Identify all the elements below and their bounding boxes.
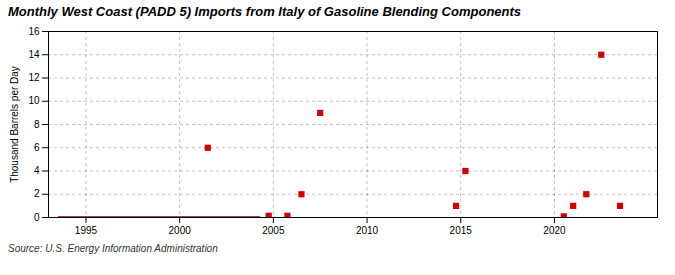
- svg-text:8: 8: [34, 119, 40, 130]
- html-text:Monthly West Coast (PADD 5) Im: Monthly West Coast (PADD 5) Imports from…: [8, 4, 522, 19]
- svg-text:14: 14: [28, 49, 40, 60]
- svg-text:10: 10: [28, 95, 40, 106]
- svg-text:2020: 2020: [543, 225, 566, 236]
- svg-text:2005: 2005: [262, 225, 285, 236]
- svg-text:4: 4: [34, 165, 40, 176]
- svg-text:2010: 2010: [356, 225, 379, 236]
- svg-text:2015: 2015: [450, 225, 473, 236]
- svg-text:6: 6: [34, 142, 40, 153]
- svg-text:12: 12: [28, 72, 40, 83]
- svg-text:Thousand Barrels per Day: Thousand Barrels per Day: [9, 66, 20, 183]
- svg-text:2000: 2000: [169, 225, 192, 236]
- svg-text:1995: 1995: [75, 225, 98, 236]
- svg-text:0: 0: [34, 212, 40, 223]
- html-text:Source: U.S. Energy Informatio: Source: U.S. Energy Information Administ…: [8, 243, 218, 254]
- svg-text:2: 2: [34, 188, 40, 199]
- svg-text:16: 16: [28, 26, 40, 37]
